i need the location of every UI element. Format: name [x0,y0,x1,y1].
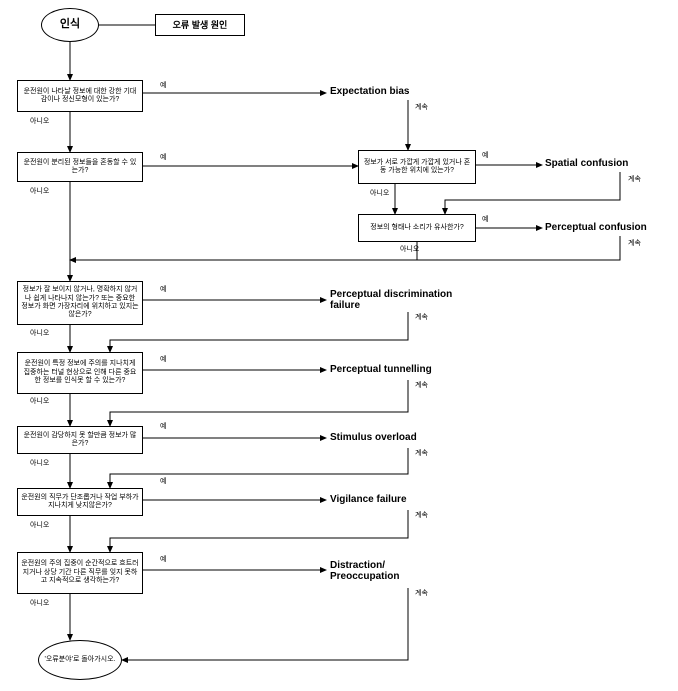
o2b-cont: 계속 [628,240,641,248]
q2b: 정보의 형태나 소리가 유사한가? [358,214,476,242]
q2a-no: 아니오 [370,190,389,198]
q6-yes: 예 [160,478,166,486]
q3-no: 아니오 [30,330,49,338]
o3-cont: 계속 [415,314,428,322]
q2: 운전원이 분리된 정보들을 혼동할 수 있는가? [17,152,143,182]
q1: 운전원이 나타날 정보에 대한 강한 기대감이나 정신모형이 있는가? [17,80,143,112]
q1-no: 아니오 [30,118,49,126]
q2b-no: 아니오 [400,246,419,254]
o7-cont: 계속 [415,590,428,598]
q2-yes: 예 [160,154,166,162]
q7: 운전원의 주의 집중이 순간적으로 흐트러지거나 상당 기간 다른 직무를 잊지… [17,552,143,594]
q3-yes: 예 [160,286,166,294]
q4-yes: 예 [160,356,166,364]
o6-cont: 계속 [415,512,428,520]
o5-cont: 계속 [415,450,428,458]
q2a-yes: 예 [482,152,488,160]
q5-no: 아니오 [30,460,49,468]
outcome-distraction: Distraction/ Preoccupation [330,560,430,582]
o2a-cont: 계속 [628,176,641,184]
outcome-vigilance-failure: Vigilance failure [330,494,407,505]
q5: 운전원이 감당하지 못 할만큼 정보가 많은가? [17,426,143,454]
outcome-stimulus-overload: Stimulus overload [330,432,417,443]
o4-cont: 계속 [415,382,428,390]
title-box: 오류 발생 원인 [155,14,245,36]
outcome-perceptual-discrimination: Perceptual discrimination failure [330,289,470,311]
start-node: 인식 [41,8,99,42]
q7-yes: 예 [160,556,166,564]
q7-no: 아니오 [30,600,49,608]
q2b-yes: 예 [482,216,488,224]
q2-no: 아니오 [30,188,49,196]
outcome-spatial-confusion: Spatial confusion [545,158,628,169]
q2a: 정보가 서로 가깝게 가깝게 있거나 혼동 가능한 위치에 있는가? [358,150,476,184]
o1-cont: 계속 [415,104,428,112]
q4-no: 아니오 [30,398,49,406]
q6-no: 아니오 [30,522,49,530]
outcome-expectation-bias: Expectation bias [330,86,409,97]
outcome-perceptual-tunnelling: Perceptual tunnelling [330,364,432,375]
outcome-perceptual-confusion: Perceptual confusion [545,222,647,233]
q3: 정보가 잘 보이지 않거나, 명확하지 않거나 쉽게 나타나지 않는가? 또는 … [17,281,143,325]
end-node: '오류분야'로 돌아가시오. [38,640,122,680]
q4: 운전원이 특정 정보에 주의를 지나치게 집중하는 터널 현상으로 인해 다른 … [17,352,143,394]
q5-yes: 예 [160,423,166,431]
q6: 운전원의 직무가 단조롭거나 작업 부하가 지나치게 낮지않은가? [17,488,143,516]
q1-yes: 예 [160,82,166,90]
